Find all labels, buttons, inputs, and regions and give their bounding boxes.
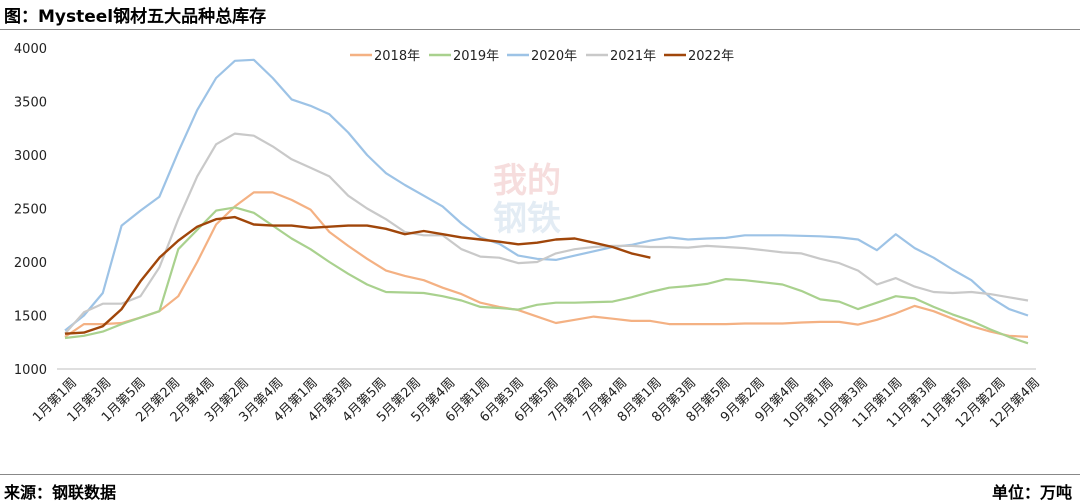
data-source: 来源：钢联数据 (4, 483, 117, 502)
y-tick-label: 2000 (14, 256, 47, 271)
y-axis: 1000 1500 2000 2500 3000 3500 4000 (14, 42, 47, 378)
y-tick-label: 3000 (14, 149, 47, 164)
top-divider (0, 29, 1080, 30)
watermark-text-1: 我的 (493, 161, 561, 201)
line-chart: 我的 钢铁 1000 1500 2000 2500 3000 3500 4000 1月第1周… (14, 42, 1043, 431)
legend: 2018年 2019年 2020年 2021年 2022年 (350, 49, 734, 64)
chart-title: 图：Mysteel钢材五大品种总库存 (4, 7, 267, 27)
y-tick-label: 2500 (14, 203, 47, 218)
series-line-2022 (64, 215, 651, 335)
legend-label: 2021年 (610, 49, 656, 64)
watermark-text-2: 钢铁 (493, 199, 561, 239)
legend-label: 2020年 (531, 49, 577, 64)
series-line-2020 (64, 58, 1029, 332)
y-tick-label: 3500 (14, 96, 47, 111)
legend-label: 2019年 (453, 49, 499, 64)
y-tick-label: 4000 (14, 42, 47, 57)
series-line-2018 (64, 191, 1029, 338)
bottom-divider (0, 474, 1080, 475)
series-line-2021 (64, 132, 1029, 335)
legend-label: 2022年 (688, 49, 734, 64)
watermark: 我的 钢铁 (493, 161, 561, 239)
legend-label: 2018年 (374, 49, 420, 64)
series-line-2019 (64, 206, 1029, 345)
y-tick-label: 1500 (14, 310, 47, 325)
series-lines (64, 58, 1029, 345)
x-axis: 1月第1周1月第3周1月第5周2月第2周2月第4周3月第2周3月第4周4月第1周… (30, 375, 1043, 431)
y-tick-label: 1000 (14, 363, 47, 378)
unit-label: 单位：万吨 (991, 483, 1072, 502)
